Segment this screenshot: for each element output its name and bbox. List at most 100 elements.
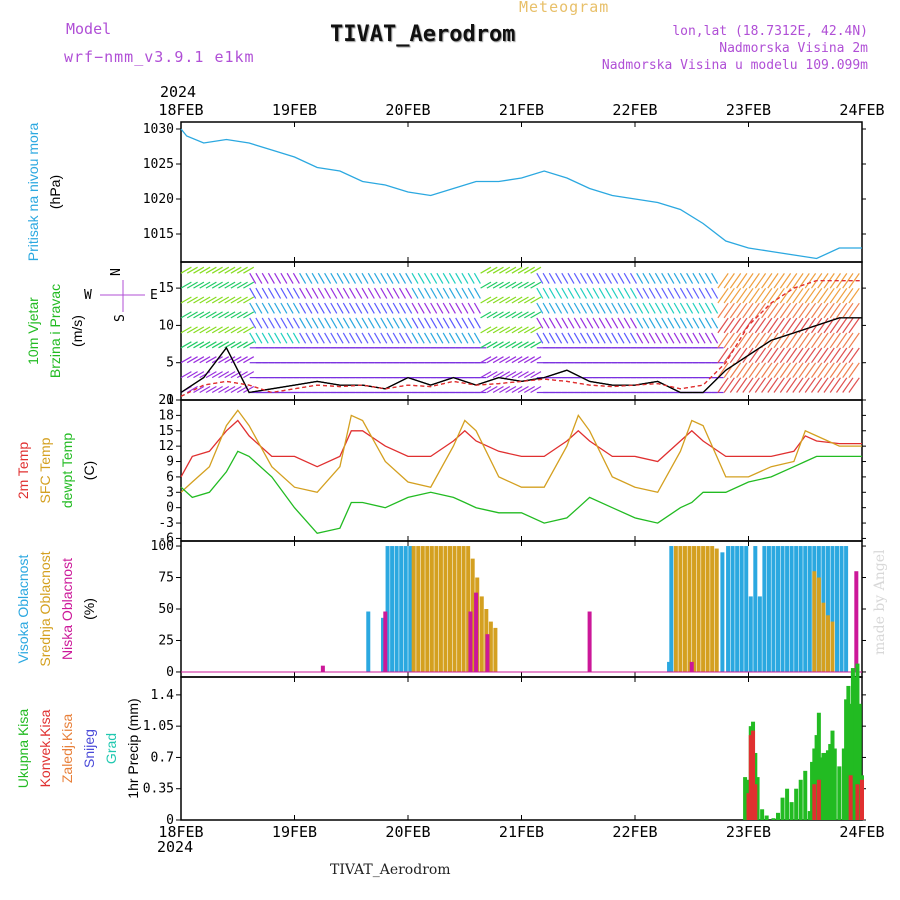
wind-arrow	[654, 317, 662, 329]
wind-arrow	[823, 362, 835, 378]
bar-cloud-1	[488, 621, 493, 672]
wind-arrow	[629, 272, 638, 284]
wind-arrow	[236, 341, 248, 349]
wind-arrow	[186, 281, 198, 289]
wind-arrow	[286, 317, 294, 329]
wind-arrow	[486, 326, 498, 334]
y-axis-label-precip: Ukupna Kisa	[15, 709, 31, 789]
bar-cloud-0	[780, 546, 785, 672]
wind-arrow	[829, 287, 841, 304]
wind-arrow	[505, 341, 517, 349]
bar-precip-1	[848, 775, 853, 820]
wind-arrow	[348, 287, 357, 299]
wind-arrow	[842, 362, 854, 378]
wind-arrow	[224, 266, 236, 274]
wind-arrow	[423, 287, 432, 299]
wind-arrow	[567, 332, 575, 344]
compass-north: N	[109, 268, 124, 276]
bar-cloud-1	[692, 546, 697, 672]
wind-arrow	[499, 326, 511, 334]
wind-arrow	[480, 326, 492, 334]
wind-arrow	[367, 302, 375, 314]
wind-arrow	[193, 266, 205, 274]
wind-arrow	[698, 302, 706, 314]
bar-cloud-1	[687, 546, 692, 672]
wind-arrow	[367, 332, 375, 344]
wind-arrow	[405, 287, 413, 299]
wind-arrow	[199, 385, 211, 394]
wind-arrow	[573, 272, 581, 284]
wind-arrow	[473, 287, 481, 299]
wind-arrow	[842, 347, 854, 364]
wind-arrow	[505, 371, 517, 379]
wind-arrow	[230, 356, 242, 364]
bar-cloud-0	[720, 552, 725, 672]
wind-arrow	[836, 347, 848, 364]
bar-cloud-1	[696, 546, 701, 672]
wind-arrow	[786, 377, 798, 393]
y-tick-label-temperature: 12	[158, 439, 174, 454]
wind-arrow	[530, 341, 542, 349]
x-date-top: 24FEB	[839, 101, 884, 119]
wind-arrow	[511, 281, 523, 289]
wind-arrow	[342, 317, 350, 329]
wind-arrow	[186, 326, 198, 334]
wind-arrow	[398, 287, 407, 299]
wind-arrow	[330, 302, 338, 314]
wind-arrow	[505, 326, 517, 334]
wind-arrow	[661, 317, 669, 329]
wind-arrow	[530, 371, 542, 379]
bar-cloud-0	[394, 546, 399, 672]
wind-arrow	[629, 332, 638, 344]
wind-arrow	[461, 302, 469, 314]
wind-arrow	[692, 287, 700, 299]
y-tick-label-temperature: 18	[158, 408, 174, 423]
wind-arrow	[786, 273, 798, 289]
bar-precip-0	[832, 748, 837, 820]
wind-arrow	[193, 296, 205, 304]
y-tick-label-temperature: 3	[166, 485, 174, 500]
bar-cloud-0	[667, 661, 672, 672]
wind-arrow	[736, 377, 748, 393]
wind-arrow	[754, 362, 767, 378]
wind-arrow	[729, 332, 742, 349]
wind-arrow	[199, 356, 211, 364]
wind-arrow	[305, 302, 313, 314]
wind-arrow	[193, 311, 205, 319]
wind-arrow	[373, 317, 382, 329]
wind-arrow	[811, 377, 823, 393]
info-elevation: Nadmorska Visina 2m	[719, 41, 868, 56]
y-tick-label-precip: 0	[166, 813, 174, 828]
wind-arrow	[829, 362, 841, 378]
y-tick-label-wind: 5	[166, 356, 174, 371]
y-axis-label-precip: Snijeg	[81, 729, 97, 768]
wind-arrow	[524, 385, 535, 394]
wind-arrow	[180, 266, 192, 274]
wind-arrow	[654, 272, 662, 284]
bar-cloud-0	[748, 596, 753, 672]
wind-arrow	[211, 341, 223, 349]
y-axis-label-pressure: (hPa)	[47, 175, 63, 209]
wind-arrow	[736, 362, 748, 378]
wind-arrow	[611, 287, 619, 299]
bar-precip-0	[794, 788, 799, 820]
wind-arrow	[499, 385, 511, 394]
wind-arrow	[411, 272, 419, 284]
wind-arrow	[798, 377, 810, 393]
compass-east: E	[150, 288, 158, 303]
wind-arrow	[398, 302, 407, 314]
wind-arrow	[330, 287, 338, 299]
wind-arrow	[286, 332, 294, 344]
wind-arrow	[486, 341, 498, 349]
bar-cloud-1	[812, 571, 817, 672]
bar-cloud-1	[429, 546, 434, 672]
wind-arrow	[417, 272, 425, 284]
y-axis-label-temperature: SFC Temp	[37, 437, 53, 503]
bar-precip-0	[828, 744, 833, 820]
wind-arrow	[455, 287, 463, 299]
wind-arrow	[199, 281, 211, 289]
wind-arrow	[804, 362, 817, 378]
chart-subtitle: Meteogram	[519, 0, 610, 16]
wind-arrow	[767, 302, 779, 319]
wind-arrow	[530, 266, 542, 274]
